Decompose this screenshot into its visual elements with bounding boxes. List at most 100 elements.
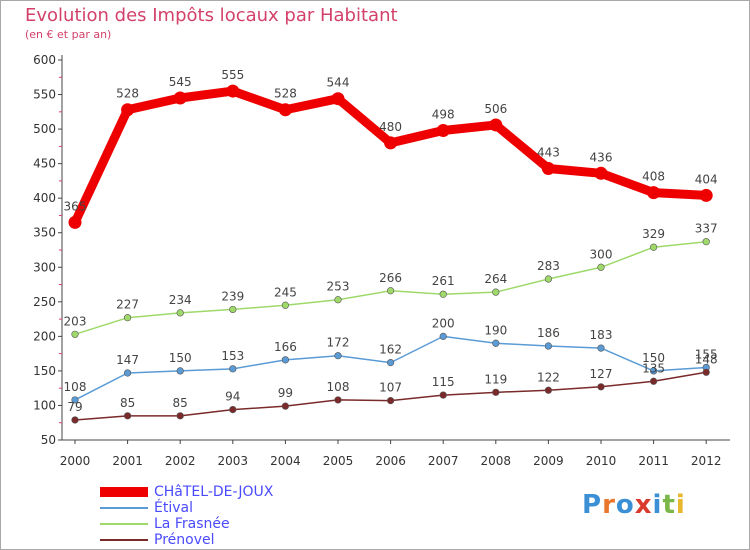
data-point <box>71 396 79 404</box>
legend-label: CHâTEL-DE-JOUX <box>154 484 274 500</box>
data-label: 127 <box>590 367 613 381</box>
y-tick-label: 450 <box>33 157 56 171</box>
data-point <box>68 215 82 229</box>
legend-label: Étival <box>154 500 193 516</box>
y-tick-label: 400 <box>33 191 56 205</box>
data-label: 119 <box>484 372 507 386</box>
data-label: 94 <box>225 390 240 404</box>
legend-item: La Frasnée <box>100 516 340 532</box>
data-point <box>649 377 658 385</box>
data-label: 528 <box>116 87 139 101</box>
data-label: 261 <box>432 274 455 288</box>
data-point <box>334 396 342 404</box>
data-point <box>387 359 395 367</box>
legend-label: La Frasnée <box>154 516 230 532</box>
data-point <box>649 367 658 375</box>
legend-swatch <box>100 507 148 509</box>
data-label: 150 <box>169 351 192 365</box>
data-point <box>123 412 132 420</box>
x-tick-label: 2000 <box>60 454 91 468</box>
data-point <box>387 287 395 295</box>
data-label: 186 <box>537 326 560 340</box>
y-tick-label: 500 <box>33 122 56 136</box>
y-tick-label: 600 <box>33 53 56 67</box>
y-tick-label: 350 <box>33 226 56 240</box>
legend-swatch <box>100 539 148 541</box>
data-label: 183 <box>590 328 613 342</box>
data-point <box>492 288 500 296</box>
x-tick-label: 2009 <box>533 454 564 468</box>
x-tick-label: 2011 <box>638 454 669 468</box>
data-label: 108 <box>64 380 87 394</box>
data-point <box>226 84 240 98</box>
data-point <box>281 402 290 410</box>
data-label: 162 <box>379 343 402 357</box>
data-label: 329 <box>642 227 665 241</box>
data-label: 203 <box>64 314 87 328</box>
data-label: 108 <box>327 380 350 394</box>
legend-item: Étival <box>100 500 340 516</box>
data-label: 155 <box>695 347 718 361</box>
data-label: 404 <box>695 172 718 186</box>
data-point <box>702 368 710 376</box>
data-label: 545 <box>169 75 192 89</box>
data-point <box>334 352 342 360</box>
data-point <box>647 186 661 200</box>
data-label: 107 <box>379 381 402 395</box>
data-point <box>439 332 447 340</box>
x-tick-label: 2007 <box>428 454 459 468</box>
x-tick-label: 2004 <box>270 454 301 468</box>
data-label: 498 <box>432 107 455 121</box>
data-label: 253 <box>327 280 350 294</box>
data-label: 99 <box>278 386 293 400</box>
y-tick-label: 200 <box>33 329 56 343</box>
data-point <box>334 296 342 304</box>
data-point <box>544 275 553 283</box>
data-point <box>278 103 292 117</box>
data-point <box>71 416 79 424</box>
data-label: 122 <box>537 370 560 384</box>
data-label: 480 <box>379 120 402 134</box>
data-label: 172 <box>327 336 350 350</box>
data-point <box>492 339 500 347</box>
data-point <box>439 290 447 298</box>
data-label: 147 <box>116 353 139 367</box>
x-tick-label: 2003 <box>218 454 249 468</box>
data-label: 153 <box>221 349 244 363</box>
chart-subtitle: (en € et par an) <box>25 28 112 41</box>
data-label: 190 <box>484 323 507 337</box>
data-label: 436 <box>590 150 613 164</box>
data-label: 528 <box>274 87 297 101</box>
data-label: 135 <box>642 361 665 375</box>
y-tick-label: 300 <box>33 260 56 274</box>
y-tick-label: 250 <box>33 295 56 309</box>
y-tick-label: 50 <box>41 433 56 447</box>
legend-item: CHâTEL-DE-JOUX <box>100 484 340 500</box>
legend-swatch <box>100 487 148 497</box>
data-point <box>492 388 500 396</box>
data-label: 200 <box>432 316 455 330</box>
data-point <box>176 367 184 375</box>
data-point <box>597 263 605 271</box>
data-point <box>489 118 503 132</box>
data-point <box>387 397 395 405</box>
data-label: 85 <box>120 396 135 410</box>
data-point <box>281 356 290 364</box>
data-label: 245 <box>274 285 297 299</box>
data-point <box>544 386 553 394</box>
data-point <box>176 309 184 317</box>
data-point <box>699 188 713 202</box>
data-point <box>121 103 135 117</box>
x-tick-label: 2002 <box>165 454 196 468</box>
data-label: 227 <box>116 298 139 312</box>
y-tick-label: 150 <box>33 364 56 378</box>
x-tick-label: 2006 <box>375 454 406 468</box>
data-point <box>597 383 605 391</box>
data-point <box>439 391 447 399</box>
data-label: 443 <box>537 145 560 159</box>
data-point <box>541 161 555 175</box>
data-label: 266 <box>379 271 402 285</box>
y-tick-label: 100 <box>33 398 56 412</box>
data-label: 283 <box>537 259 560 273</box>
